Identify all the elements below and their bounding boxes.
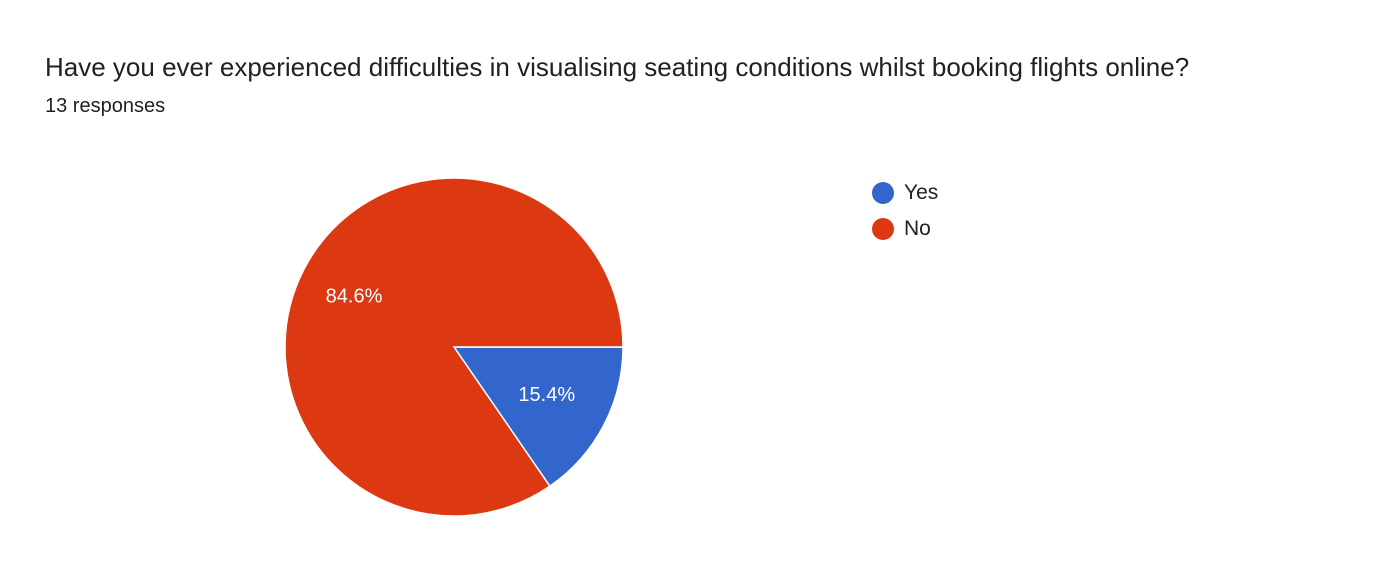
legend-swatch-yes [872,182,894,204]
legend-swatch-no [872,218,894,240]
legend-label-no: No [904,217,931,240]
legend-item-no[interactable]: No [872,211,938,247]
legend-item-yes[interactable]: Yes [872,175,938,211]
legend-label-yes: Yes [904,181,939,204]
pie-slice-no[interactable] [284,177,624,517]
response-count: 13 responses [45,95,166,117]
slice-label-no: 84.6% [326,285,383,307]
slice-label-yes: 15.4% [518,384,575,406]
pie-slice-yes[interactable] [452,346,624,488]
legend: Yes No [872,175,938,247]
chart-title: Have you ever experienced difficulties i… [45,52,1190,82]
